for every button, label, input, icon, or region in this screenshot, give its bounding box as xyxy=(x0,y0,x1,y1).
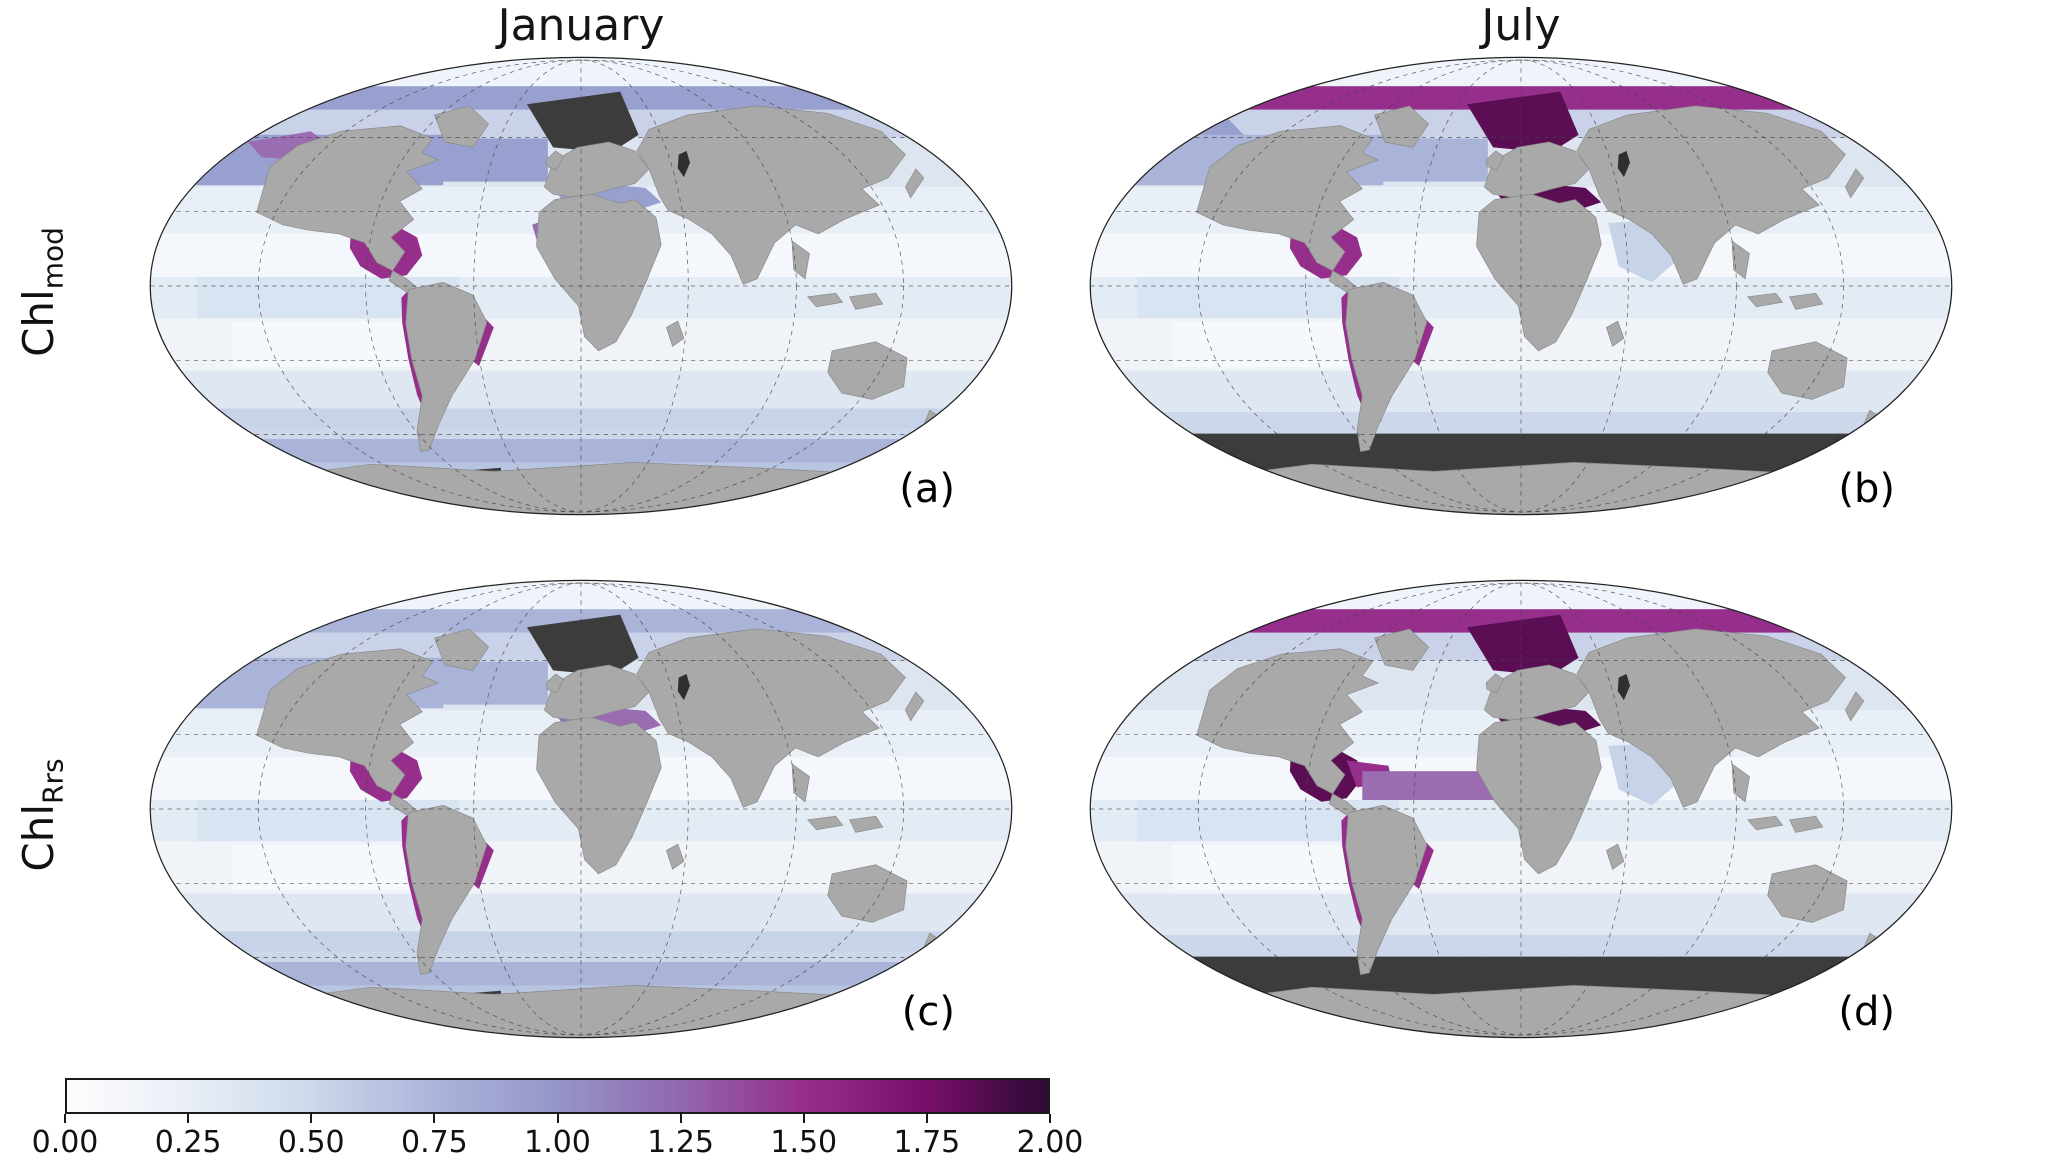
map-panel-c: (c) xyxy=(145,575,1017,1043)
column-title-july: July xyxy=(1481,0,1561,51)
world-map-host-d xyxy=(1085,575,1957,1043)
map-outline xyxy=(149,56,1013,516)
caspian-sea xyxy=(1617,674,1630,701)
graticule xyxy=(1090,59,1952,513)
colorbar-tick xyxy=(925,1114,928,1123)
world-map-host-c xyxy=(145,575,1017,1043)
colorbar-tick xyxy=(310,1114,313,1123)
colorbar-tick-label: 2.00 xyxy=(1016,1125,1084,1160)
row-label-chl-mod: Chlmod xyxy=(14,192,69,392)
world-map-c xyxy=(149,579,1013,1039)
colorbar: 0.00 0.25 0.50 0.75 1.00 1.25 1.50 1.75 2.00 xyxy=(32,1078,1083,1160)
world-map-d xyxy=(1089,579,1953,1039)
colorbar-tick-label: 0.25 xyxy=(154,1125,222,1160)
colorbar-tick xyxy=(1049,1114,1051,1123)
row-label-main: Chl xyxy=(14,803,63,872)
panel-label-d: (d) xyxy=(1838,989,1895,1035)
panel-label-c: (c) xyxy=(901,989,955,1035)
colorbar-gradient xyxy=(65,1078,1050,1114)
colorbar-tick-label: 1.50 xyxy=(770,1125,838,1160)
map-outline xyxy=(149,579,1013,1039)
colorbar-tick-label: 0.75 xyxy=(400,1125,468,1160)
graticule xyxy=(1090,582,1952,1036)
world-map-b xyxy=(1089,56,1953,516)
world-map-a xyxy=(149,56,1013,516)
colorbar-tick xyxy=(187,1114,190,1123)
map-panel-b: (b) xyxy=(1085,52,1957,520)
colorbar-tick-label: 1.00 xyxy=(524,1125,591,1160)
column-title-january: January xyxy=(497,0,665,51)
graticule xyxy=(150,582,1012,1036)
map-panel-d: (d) xyxy=(1085,575,1957,1043)
panel-label-a: (a) xyxy=(899,466,955,512)
world-map-host-a xyxy=(145,52,1017,520)
panel-label-b: (b) xyxy=(1838,466,1895,512)
colorbar-tick xyxy=(64,1114,66,1123)
colorbar-tick xyxy=(679,1114,682,1123)
row-label-chl-rrs: ChlRrs xyxy=(14,715,69,915)
row-label-main: Chl xyxy=(14,289,63,357)
map-outline xyxy=(1089,579,1953,1039)
row-label-sub: mod xyxy=(36,227,70,290)
row-label-sub: Rrs xyxy=(36,758,70,804)
colorbar-tick xyxy=(556,1114,559,1123)
caspian-sea xyxy=(677,151,690,178)
graticule xyxy=(150,59,1012,513)
colorbar-tick xyxy=(433,1114,436,1123)
colorbar-tick-label: 0.50 xyxy=(277,1125,345,1160)
world-map-host-b xyxy=(1085,52,1957,520)
caspian-sea xyxy=(677,674,690,701)
colorbar-tick-label: 1.25 xyxy=(647,1125,715,1160)
colorbar-tick-label: 0.00 xyxy=(31,1125,99,1160)
caspian-sea xyxy=(1617,151,1630,178)
map-panel-a: (a) xyxy=(145,52,1017,520)
colorbar-tick xyxy=(802,1114,805,1123)
map-outline xyxy=(1089,56,1953,516)
colorbar-tick-label: 1.75 xyxy=(893,1125,961,1160)
colorbar-ticks: 0.00 0.25 0.50 0.75 1.00 1.25 1.50 1.75 2.00 xyxy=(32,1078,1083,1160)
